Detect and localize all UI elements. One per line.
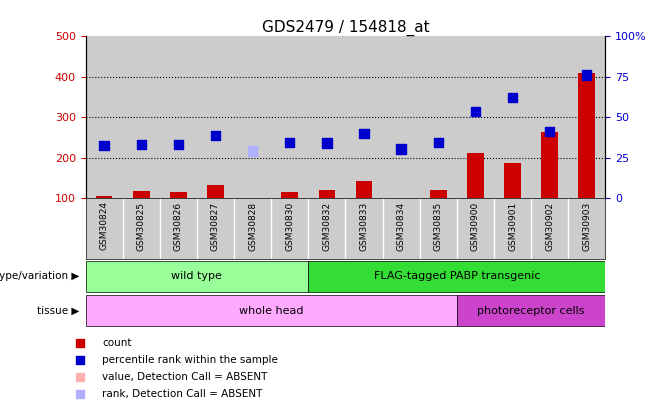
Bar [133, 191, 149, 198]
Text: GSM30826: GSM30826 [174, 201, 183, 251]
Bar [457, 36, 494, 198]
Title: GDS2479 / 154818_at: GDS2479 / 154818_at [262, 20, 429, 36]
Text: wild type: wild type [172, 271, 222, 281]
Point [75, 390, 86, 397]
Bar [234, 198, 271, 259]
Text: GSM30903: GSM30903 [582, 201, 592, 251]
Point [396, 146, 407, 152]
Text: GSM30835: GSM30835 [434, 201, 443, 251]
Bar [356, 181, 372, 198]
Text: count: count [103, 338, 132, 348]
Bar [244, 198, 261, 201]
Bar [96, 196, 113, 198]
Text: genotype/variation ▶: genotype/variation ▶ [0, 271, 79, 281]
Bar [467, 153, 484, 198]
Point [247, 148, 258, 154]
Point [544, 128, 555, 135]
Bar [309, 261, 605, 292]
Point [173, 141, 184, 148]
Bar [569, 198, 605, 259]
Text: GSM30900: GSM30900 [471, 201, 480, 251]
Bar [420, 36, 457, 198]
Bar [86, 295, 457, 326]
Point [582, 72, 592, 78]
Bar [420, 198, 457, 259]
Text: FLAG-tagged PABP transgenic: FLAG-tagged PABP transgenic [374, 271, 540, 281]
Bar [122, 36, 160, 198]
Text: photoreceptor cells: photoreceptor cells [477, 306, 585, 316]
Bar [457, 295, 605, 326]
Bar [197, 198, 234, 259]
Bar [494, 36, 531, 198]
Text: whole head: whole head [239, 306, 303, 316]
Point [433, 139, 443, 146]
Text: value, Detection Call = ABSENT: value, Detection Call = ABSENT [103, 372, 268, 382]
Text: rank, Detection Call = ABSENT: rank, Detection Call = ABSENT [103, 389, 263, 399]
Bar [309, 36, 345, 198]
Bar [86, 261, 309, 292]
Text: GSM30833: GSM30833 [359, 201, 368, 251]
Bar [170, 192, 187, 198]
Bar [160, 198, 197, 259]
Point [284, 139, 295, 146]
Text: GSM30825: GSM30825 [137, 201, 145, 251]
Text: GSM30830: GSM30830 [286, 201, 294, 251]
Bar [578, 73, 595, 198]
Bar [122, 198, 160, 259]
Bar [271, 198, 309, 259]
Point [75, 357, 86, 363]
Text: GSM30832: GSM30832 [322, 201, 332, 251]
Text: GSM30824: GSM30824 [99, 201, 109, 250]
Bar [197, 36, 234, 198]
Bar [318, 190, 335, 198]
Bar [531, 36, 569, 198]
Bar [430, 190, 447, 198]
Bar [86, 36, 122, 198]
Bar [504, 163, 521, 198]
Point [75, 373, 86, 380]
Point [470, 108, 480, 115]
Bar [531, 198, 569, 259]
Point [507, 94, 518, 100]
Bar [494, 198, 531, 259]
Point [136, 141, 147, 148]
Text: GSM30901: GSM30901 [508, 201, 517, 251]
Bar [345, 198, 382, 259]
Text: GSM30834: GSM30834 [397, 201, 405, 251]
Bar [569, 36, 605, 198]
Bar [382, 198, 420, 259]
Point [99, 143, 109, 149]
Point [322, 140, 332, 146]
Point [359, 130, 369, 137]
Text: percentile rank within the sample: percentile rank within the sample [103, 355, 278, 365]
Bar [271, 36, 309, 198]
Point [75, 339, 86, 346]
Text: tissue ▶: tissue ▶ [37, 306, 79, 316]
Text: GSM30827: GSM30827 [211, 201, 220, 251]
Point [211, 132, 221, 139]
Bar [160, 36, 197, 198]
Bar [542, 132, 558, 198]
Bar [234, 36, 271, 198]
Bar [207, 185, 224, 198]
Bar [345, 36, 382, 198]
Bar [282, 192, 298, 198]
Text: GSM30828: GSM30828 [248, 201, 257, 251]
Bar [309, 198, 345, 259]
Bar [457, 198, 494, 259]
Bar [86, 198, 122, 259]
Text: GSM30902: GSM30902 [545, 201, 554, 251]
Bar [382, 36, 420, 198]
